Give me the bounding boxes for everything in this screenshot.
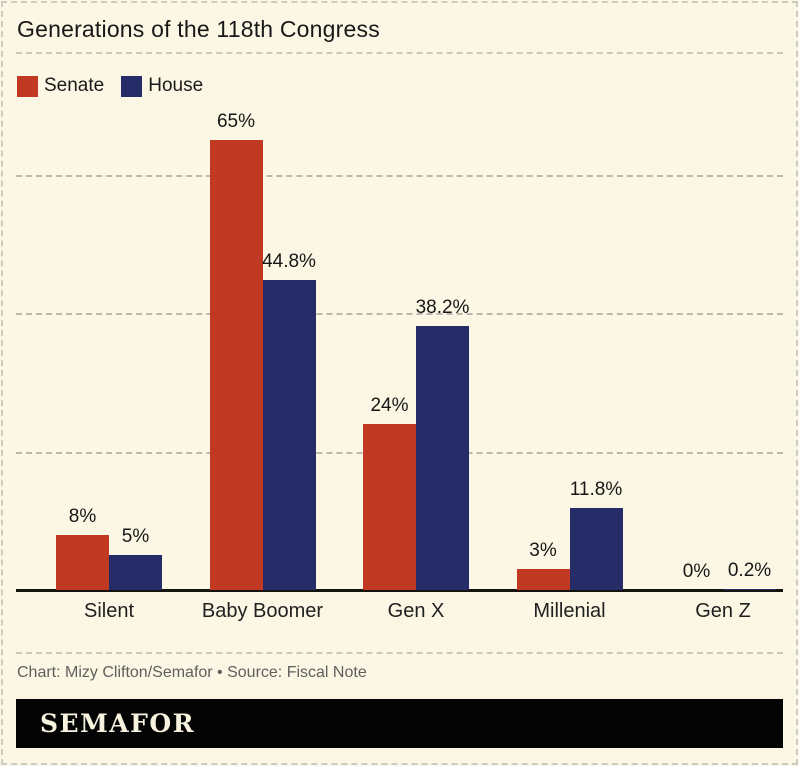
value-label-senate-gen-z: 0% [682,561,711,582]
chart-credit: Chart: Mizy Clifton/Semafor • Source: Fi… [17,664,367,681]
bar-house-millenial [569,508,623,590]
bar-house-gen-z [723,588,776,590]
value-label-house-baby-boomer: 44.8% [262,250,316,272]
value-label-senate-silent: 8% [68,505,97,527]
x-axis-label-baby-boomer: Baby Boomer [201,600,324,622]
value-label-house-millenial: 11.8% [569,479,623,501]
footer-separator [16,652,783,654]
legend-item-house: House [121,75,203,97]
legend-item-senate: Senate [17,75,104,97]
bar-senate-baby-boomer [209,140,263,590]
title-separator [16,52,783,54]
x-axis-label-millenial: Millenial [533,600,606,622]
x-axis-label-silent: Silent [83,600,135,622]
value-label-senate-millenial: 3% [529,540,557,562]
legend: Senate House [17,75,203,97]
bar-senate-silent [56,534,109,590]
bar-senate-millenial [516,569,570,590]
house-color-swatch [121,75,143,97]
chart-title: Generations of the 118th Congress [17,16,380,42]
value-label-senate-baby-boomer: 65% [216,111,256,133]
bar-senate-gen-x [363,423,416,590]
x-axis-label-gen-z: Gen Z [695,600,751,622]
value-label-house-silent: 5% [121,526,150,548]
x-axis-label-gen-x: Gen X [387,600,445,622]
plot-area: 8% 5% 65% 44.8% 24% 38.2% 3% 11.8% 0% 0.2% [16,0,783,592]
bar-house-silent [109,555,162,590]
gridline-60 [16,174,783,177]
bar-house-gen-x [416,325,469,590]
value-label-house-gen-z: 0.2% [727,559,772,581]
value-label-senate-gen-x: 24% [370,394,409,416]
gridline-40 [16,313,783,316]
bar-house-baby-boomer [262,279,316,590]
legend-label-house: House [148,75,204,96]
senate-color-swatch [17,75,38,97]
semafor-logo: SEMAFOR [40,709,195,738]
semafor-logo-bar: SEMAFOR [16,699,783,748]
x-axis-line [16,589,783,592]
legend-label-senate: Senate [44,75,105,96]
value-label-house-gen-x: 38.2% [415,296,470,318]
